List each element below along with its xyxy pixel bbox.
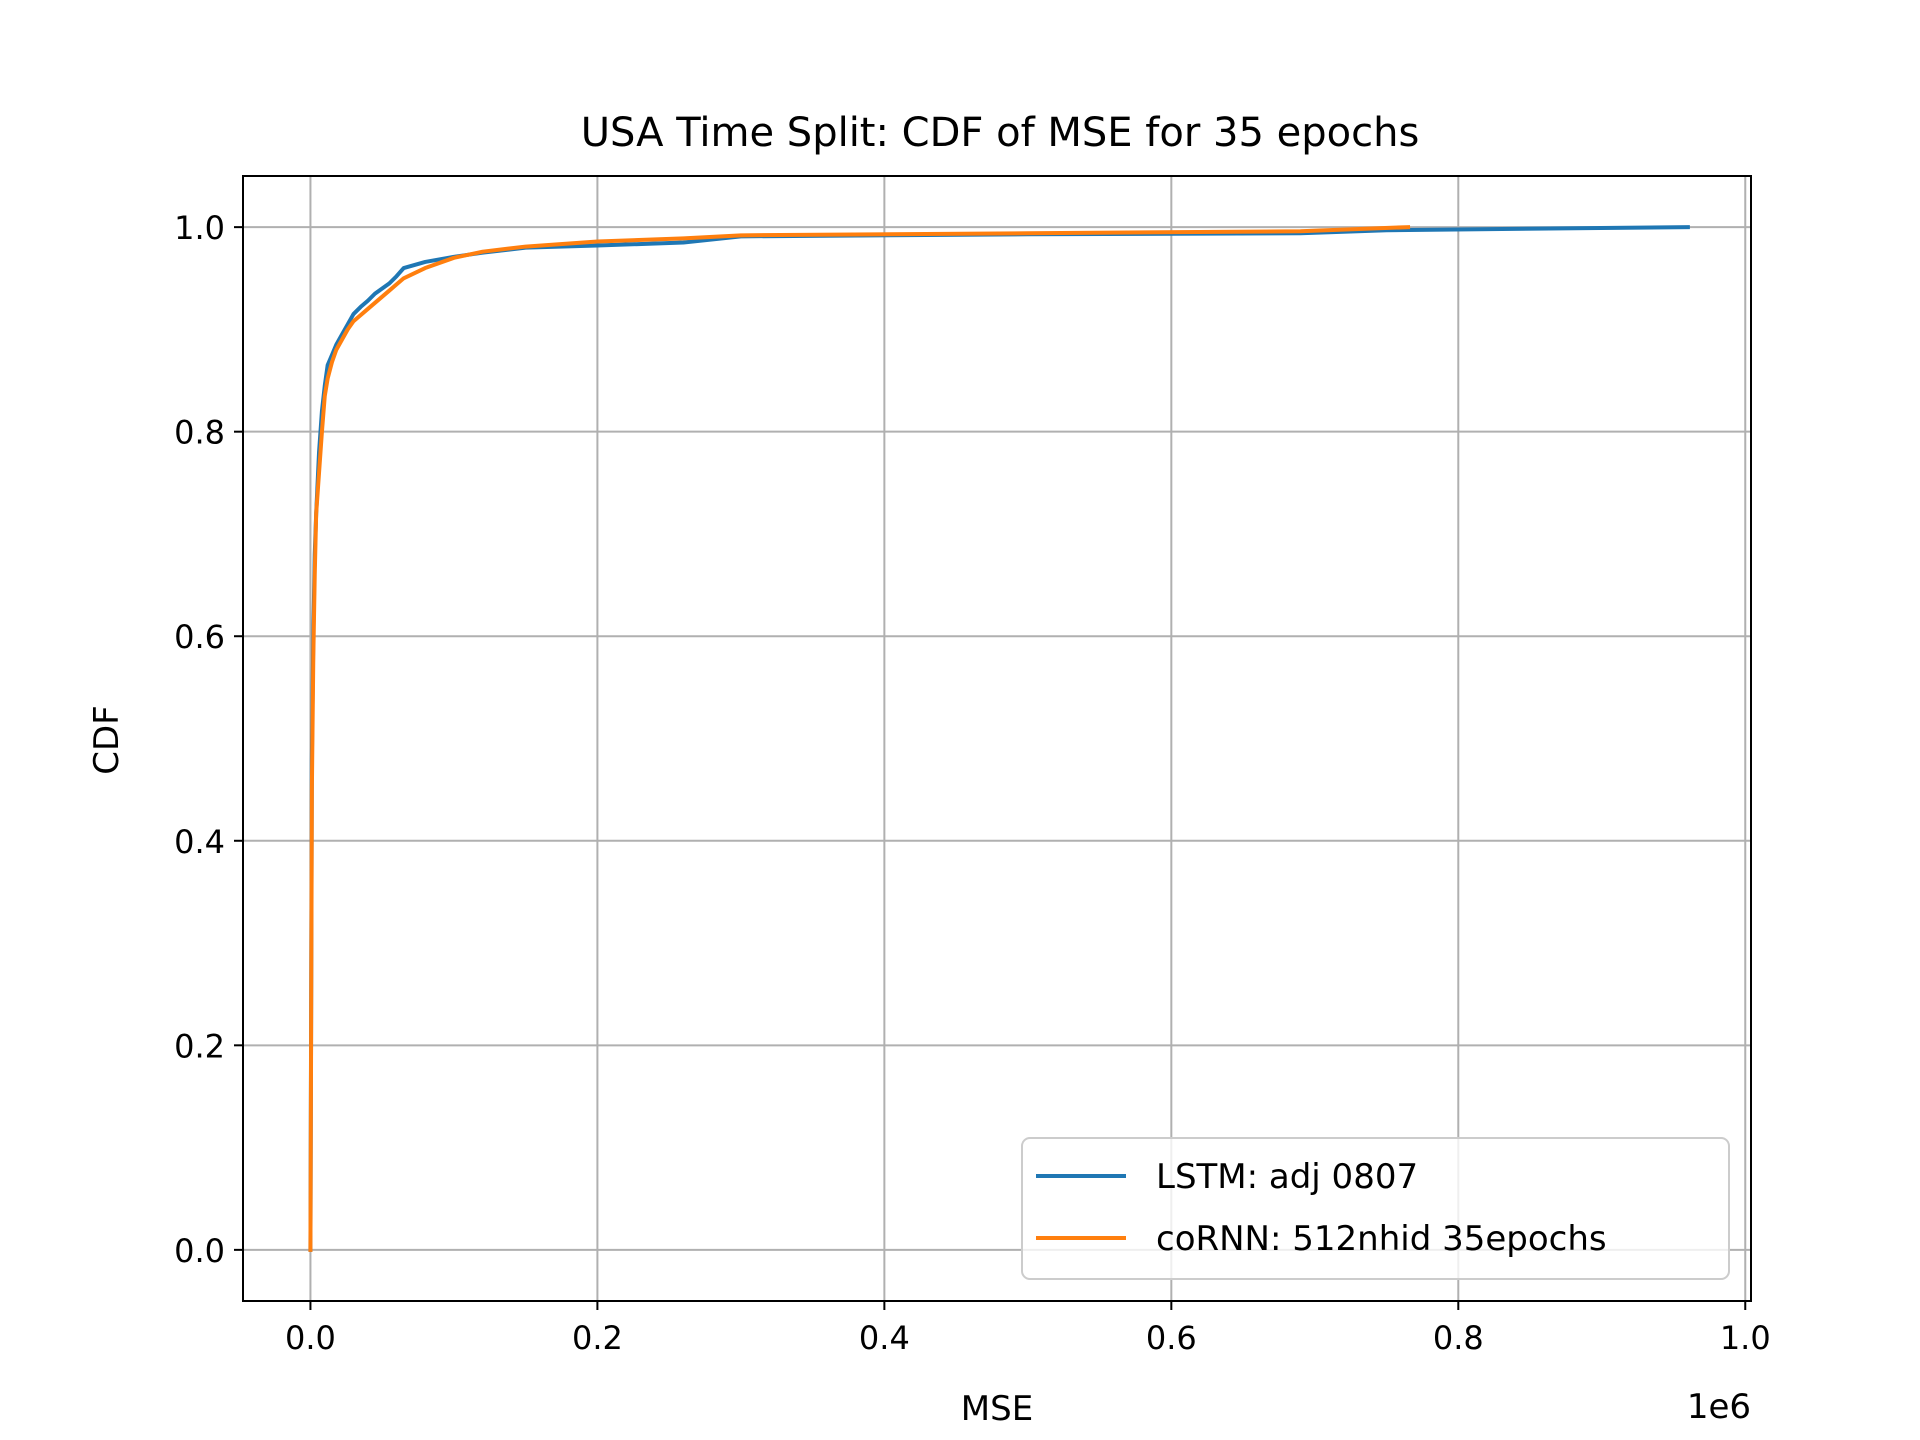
legend-box — [1021, 1137, 1730, 1280]
y-tick-label: 0.8 — [174, 414, 225, 452]
x-tick-label: 0.2 — [572, 1319, 623, 1357]
legend-label-lstm: LSTM: adj 0807 — [1156, 1157, 1418, 1197]
y-tick-label: 0.2 — [174, 1027, 225, 1065]
legend-label-cornn: coRNN: 512nhid 35epochs — [1156, 1219, 1607, 1259]
y-axis-label: CDF — [87, 705, 127, 774]
x-tick-label: 1.0 — [1720, 1319, 1771, 1357]
series-lines — [308, 225, 1690, 1252]
y-tick-label: 0.6 — [174, 618, 225, 656]
y-tick-label: 0.4 — [174, 823, 225, 861]
chart-title: USA Time Split: CDF of MSE for 35 epochs — [581, 110, 1420, 156]
axes-frame — [242, 175, 1752, 1302]
y-tick-label: 1.0 — [174, 209, 225, 247]
axis-ticks: 0.0 0.2 0.4 0.6 0.8 1.0 0.0 0.2 0.4 0.6 0.8 1.0 — [174, 209, 1771, 1357]
x-tick-label: 0.8 — [1433, 1319, 1484, 1357]
x-axis-label: MSE — [961, 1389, 1033, 1429]
x-tick-label: 0.4 — [859, 1319, 910, 1357]
x-axis-offset-text: 1e6 — [1687, 1387, 1751, 1427]
series-line-cornn — [308, 225, 1411, 1252]
y-tick-label: 0.0 — [174, 1232, 225, 1270]
grid-lines — [243, 176, 1751, 1301]
x-tick-label: 0.6 — [1146, 1319, 1197, 1357]
legend: LSTM: adj 0807 coRNN: 512nhid 35epochs — [1021, 1137, 1730, 1280]
x-tick-label: 0.0 — [285, 1319, 336, 1357]
